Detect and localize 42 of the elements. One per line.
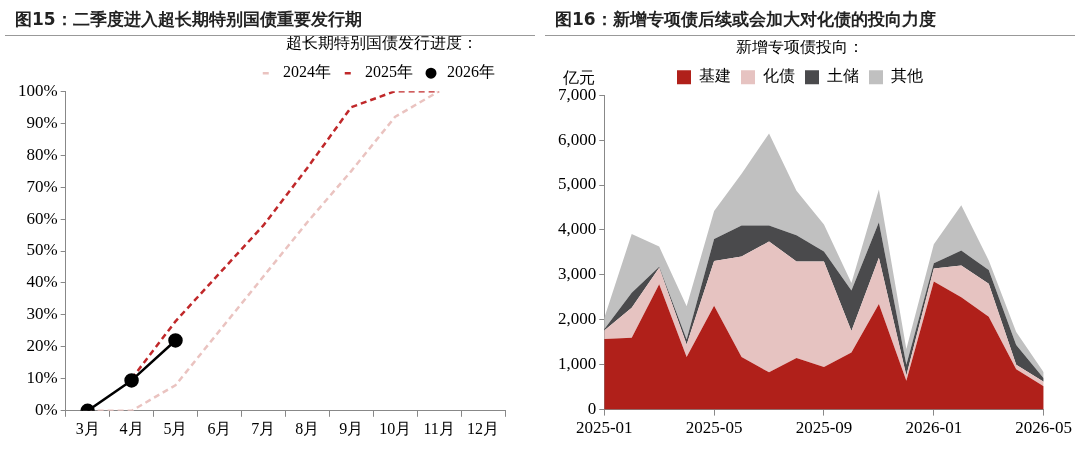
legend-label: 基建 [699,67,731,85]
y-tick-label: 80% [26,144,58,164]
chart-title: 图15：二季度进入超长期特别国债重要发行期 [5,0,535,36]
y-tick-label: 0% [34,400,58,420]
legend-label: 其他 [891,67,923,85]
y-tick-label: 70% [26,176,58,196]
y-tick-label: 30% [26,304,58,324]
x-tick-label: 5月 [163,419,188,437]
x-tick-label: 4月 [119,419,144,437]
y-tick-label: 100% [17,80,58,100]
y-tick-label: 3,000 [558,264,597,284]
y-tick-label: 50% [26,240,58,260]
legend-label: 2025年 [365,63,413,81]
x-tick-label: 11月 [423,419,455,437]
y-tick-label: 60% [26,208,58,228]
y-tick-label: 1,000 [558,354,597,374]
x-tick-label: 2025-05 [685,418,743,438]
y-tick-label: 6,000 [558,129,597,149]
x-tick-label: 2026-05 [1015,418,1073,438]
legend-label: 土储 [827,67,859,85]
y-tick-label: 2,000 [558,309,597,329]
chart-title: 图16：新增专项债后续或会加大对化债的投向力度 [545,0,1075,36]
x-tick-label: 10月 [379,419,412,437]
x-tick-label: 2026-01 [905,418,963,438]
legend-label: 2024年 [283,63,331,81]
y-tick-label: 4,000 [558,219,597,239]
y-tick-label: 40% [26,272,58,292]
x-tick-label: 8月 [295,419,320,437]
legend-label: 2026年 [447,63,495,81]
x-tick-label: 7月 [251,419,276,437]
x-tick-label: 3月 [75,419,100,437]
legend-label: 化债 [763,67,795,85]
y-tick-label: 90% [26,112,58,132]
y-tick-label: 0 [587,399,597,419]
y-tick-label: 10% [26,368,58,388]
x-tick-label: 9月 [339,419,364,437]
y-tick-label: 20% [26,336,58,356]
y-tick-label: 5,000 [558,174,597,194]
x-tick-label: 2025-09 [795,418,853,438]
x-tick-label: 2025-01 [575,418,633,438]
x-tick-label: 12月 [467,419,500,437]
x-tick-label: 6月 [207,419,232,437]
